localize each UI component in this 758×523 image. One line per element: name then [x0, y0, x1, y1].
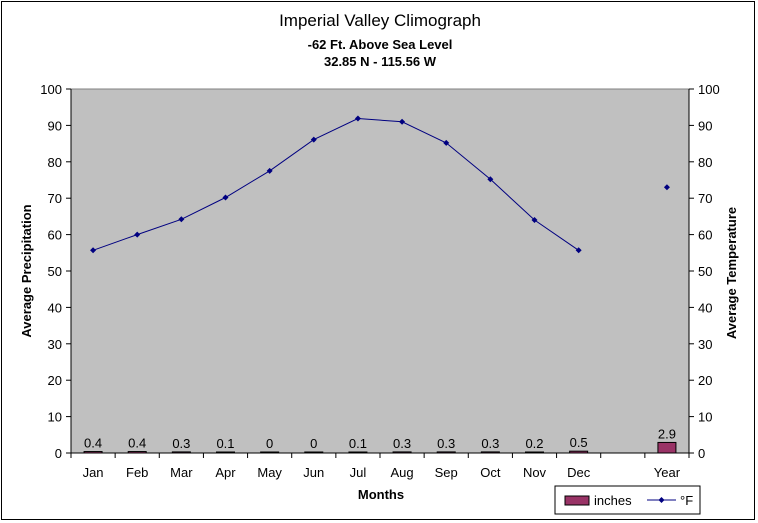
tick-labels: 0 0 10 10 20 20 30 30 40 40 50 50 60 60 70 70 80 80 90 90 10…	[40, 82, 719, 480]
left-tick-label: 70	[48, 191, 62, 206]
right-tick-label: 0	[698, 446, 705, 461]
x-tick-label: Oct	[480, 465, 501, 480]
temperature-point-year	[663, 184, 670, 191]
x-tick-label: Jul	[350, 465, 367, 480]
left-tick-label: 80	[48, 155, 62, 170]
chart-title: Imperial Valley Climograph	[279, 11, 481, 30]
precip-bar-jan	[83, 451, 103, 454]
precipitation-data-labels: 0.4 0.4 0.3 0.1 0 0 0.1 0.3 0.3 0.3 0.2 0.5 2.9	[84, 426, 676, 451]
precip-data-label: 0	[266, 436, 273, 451]
precip-data-label: 0.5	[570, 435, 588, 450]
left-tick-label: 20	[48, 373, 62, 388]
temperature-point-jan	[90, 247, 97, 254]
right-tick-label: 90	[698, 118, 712, 133]
left-tick-label: 30	[48, 337, 62, 352]
precip-bar-may	[260, 451, 280, 454]
temperature-point-feb	[134, 231, 141, 238]
temperature-point-may	[266, 167, 273, 174]
precip-bar-jun	[304, 451, 324, 454]
left-tick-label: 0	[55, 446, 62, 461]
x-tick-label: Jun	[303, 465, 324, 480]
right-tick-label: 70	[698, 191, 712, 206]
precip-bar-sep	[436, 451, 456, 454]
precip-bar-nov	[525, 451, 544, 454]
precip-data-label: 0.1	[216, 436, 234, 451]
chart-subtitle-elevation: -62 Ft. Above Sea Level	[308, 37, 453, 52]
right-tick-label: 100	[698, 82, 720, 97]
plot-area	[70, 88, 690, 454]
temperature-point-mar	[178, 216, 185, 223]
precip-data-label: 0.3	[393, 436, 411, 451]
x-tick-label: Jan	[83, 465, 104, 480]
x-tick-label: Feb	[126, 465, 148, 480]
left-tick-label: 60	[48, 228, 62, 243]
precip-bar-apr	[216, 451, 235, 454]
right-tick-label: 10	[698, 410, 712, 425]
right-tick-label: 20	[698, 373, 712, 388]
legend: inches °F	[554, 485, 701, 515]
precip-bar-oct	[480, 451, 500, 454]
temperature-point-oct	[487, 176, 494, 183]
x-tick-label: Mar	[170, 465, 193, 480]
precip-bar-feb	[127, 451, 147, 454]
precip-data-label: 0.3	[437, 436, 455, 451]
precip-data-label: 0.1	[349, 436, 367, 451]
precip-data-label: 2.9	[658, 426, 676, 441]
x-axis-title: Months	[358, 487, 404, 502]
precip-data-label: 0	[310, 436, 317, 451]
left-tick-label: 40	[48, 300, 62, 315]
precip-data-label: 0.4	[84, 436, 102, 451]
temperature-point-jun	[310, 136, 317, 143]
precip-bar-year	[657, 441, 677, 454]
right-axis-title: Average Temperature	[724, 207, 739, 339]
left-tick-label: 100	[40, 82, 62, 97]
x-tick-label: Aug	[391, 465, 414, 480]
x-tick-label: Year	[654, 465, 681, 480]
legend-line-marker	[658, 497, 665, 503]
x-tick-label: Apr	[215, 465, 236, 480]
x-tick-label: Nov	[523, 465, 547, 480]
x-tick-label: Sep	[435, 465, 458, 480]
left-axis-title: Average Precipitation	[19, 204, 34, 337]
right-tick-label: 30	[698, 337, 712, 352]
legend-bar-swatch	[564, 495, 590, 506]
precip-bar-dec	[569, 450, 589, 454]
precip-data-label: 0.3	[481, 436, 499, 451]
temperature-point-aug	[399, 118, 406, 125]
precip-data-label: 0.4	[128, 436, 146, 451]
precip-bar-mar	[171, 451, 191, 454]
right-tick-label: 80	[698, 155, 712, 170]
precip-bar-jul	[348, 451, 368, 454]
x-tick-label: May	[257, 465, 282, 480]
right-tick-label: 40	[698, 300, 712, 315]
left-tick-label: 50	[48, 264, 62, 279]
temperature-point-apr	[222, 194, 229, 201]
temperature-line	[90, 115, 670, 254]
temperature-point-nov	[531, 217, 538, 224]
precip-data-label: 0.3	[172, 436, 190, 451]
chart-subtitle-coordinates: 32.85 N - 115.56 W	[324, 54, 437, 69]
right-tick-label: 60	[698, 228, 712, 243]
right-tick-label: 50	[698, 264, 712, 279]
temperature-point-jul	[354, 115, 361, 122]
precipitation-bars	[83, 441, 677, 454]
precip-bar-aug	[392, 451, 412, 454]
temperature-point-dec	[575, 247, 582, 254]
x-tick-label: Dec	[567, 465, 591, 480]
left-tick-label: 10	[48, 410, 62, 425]
temperature-line-segment	[92, 117, 579, 251]
left-tick-label: 90	[48, 118, 62, 133]
legend-bar-label: inches	[594, 493, 632, 508]
legend-line-label: °F	[680, 493, 693, 508]
temperature-point-sep	[443, 139, 450, 146]
precip-data-label: 0.2	[525, 436, 543, 451]
